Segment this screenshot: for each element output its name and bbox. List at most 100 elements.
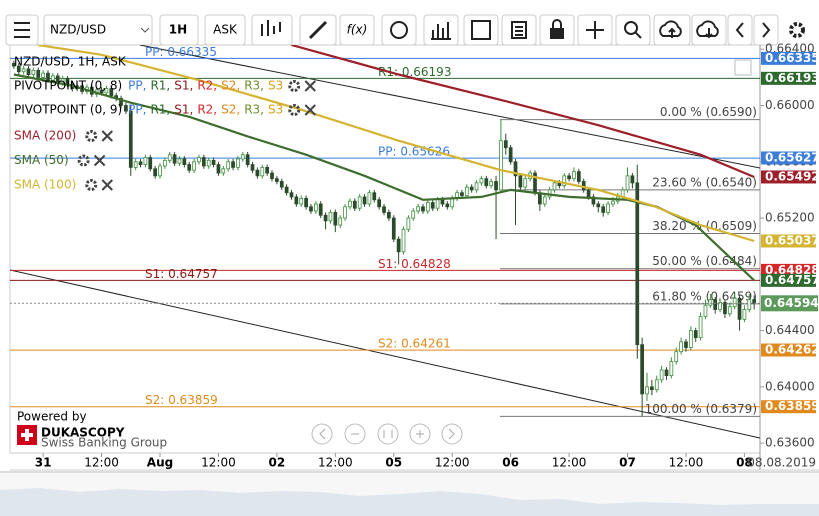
candle-body <box>572 171 576 180</box>
remove-icon[interactable] <box>101 130 113 142</box>
x-tick-label: 12:00 <box>84 456 119 470</box>
candle-body <box>333 212 338 226</box>
candle-body <box>645 386 649 395</box>
info-button[interactable] <box>381 14 417 46</box>
candle-body <box>163 159 167 167</box>
candle-body <box>304 197 308 208</box>
candle-body <box>635 182 640 346</box>
prev-button[interactable] <box>727 14 753 46</box>
chart-type-button[interactable] <box>251 14 293 46</box>
prev-icon <box>735 22 744 38</box>
indicator-legend: SMA (50) <box>14 153 69 167</box>
price-label-bg <box>761 71 816 85</box>
candle-body <box>503 140 508 149</box>
candle-body <box>382 206 386 213</box>
download-icon <box>696 20 719 39</box>
price-label-bg <box>761 170 816 184</box>
candle-body <box>177 158 182 164</box>
crosshair-icon <box>586 21 604 39</box>
settings-icon[interactable] <box>288 104 301 116</box>
candle-body <box>158 165 162 177</box>
candle-body <box>611 200 615 205</box>
price-label-bg <box>761 343 816 357</box>
sma-line <box>291 45 755 179</box>
navigator-area <box>0 488 819 516</box>
pivot-level-label: S2: 0.63859 <box>145 393 218 407</box>
candle-body <box>148 157 153 170</box>
price-label-bg <box>761 273 816 287</box>
candle-body <box>508 147 513 163</box>
remove-icon[interactable] <box>101 179 113 191</box>
candle-body <box>21 68 26 73</box>
nav-reset[interactable] <box>377 423 399 445</box>
settings-button[interactable] <box>789 22 805 38</box>
candle-body <box>36 69 41 78</box>
fib-level-label: 50.00 % (0.6484) <box>652 254 757 268</box>
y-tick-label: 0.63600 <box>765 436 815 450</box>
candle-body <box>275 178 279 182</box>
candle-body <box>187 164 192 171</box>
x-tick-label: 31 <box>35 456 52 470</box>
price-label: 0.65627 <box>765 150 819 164</box>
candle-body <box>167 154 172 161</box>
powered-by: Powered by <box>17 410 87 424</box>
x-tick-label: 08 <box>736 456 753 470</box>
next-button[interactable] <box>753 14 779 46</box>
settings-icon[interactable] <box>85 130 98 142</box>
pivot-level-label: S2: 0.64261 <box>378 337 451 351</box>
symbol: NZD/USD <box>50 23 106 37</box>
candle-body <box>752 299 757 304</box>
settings-icon[interactable] <box>85 179 98 191</box>
candle-body <box>567 175 571 180</box>
price-label: 0.66335 <box>765 51 819 65</box>
candle-body <box>236 158 240 168</box>
popout-button[interactable] <box>734 59 752 76</box>
price-label-bg <box>761 263 816 277</box>
candle-body <box>206 159 211 167</box>
candle-body <box>192 161 196 171</box>
candle-body <box>128 110 133 168</box>
candle-body <box>343 206 347 219</box>
candle-body <box>197 157 201 163</box>
pivot-legend-item: S2, <box>221 103 240 117</box>
remove-icon[interactable] <box>93 154 106 167</box>
remove-icon[interactable] <box>304 80 316 92</box>
candle-body <box>484 178 489 187</box>
volume-button[interactable] <box>423 14 459 46</box>
remove-icon[interactable] <box>304 104 316 116</box>
settings-icon[interactable] <box>288 80 301 92</box>
pivot-level-label: R1: 0.66193 <box>378 65 451 79</box>
period: 1H <box>169 23 187 37</box>
zoom-icon <box>624 21 638 35</box>
logo-cross <box>21 429 33 441</box>
toolbar: NZD/USD 1H ASK f(x) <box>5 14 805 46</box>
x-tick-label: 12:00 <box>669 456 704 470</box>
news-icon <box>511 21 527 39</box>
zoom-button[interactable] <box>615 14 651 46</box>
settings-icon[interactable] <box>77 154 90 167</box>
y-tick-label: 0.66000 <box>765 98 815 112</box>
candle-body <box>309 206 313 212</box>
candle-body <box>31 69 36 75</box>
calendar-button[interactable] <box>463 14 499 46</box>
nav-left[interactable] <box>311 423 333 445</box>
x-tick-label: 02 <box>269 456 286 470</box>
nav-right[interactable] <box>441 423 463 445</box>
candle-body <box>323 214 328 222</box>
candle-body <box>109 88 114 97</box>
upload-icon <box>659 20 682 38</box>
legend: NZD/USD, 1H, ASK PIVOTPOINT (0, 8) PP, R1,… <box>14 55 316 192</box>
candle-body <box>182 158 187 165</box>
navigator-handle[interactable] <box>0 471 819 473</box>
candle-body <box>650 386 654 391</box>
candle-body <box>703 304 708 317</box>
candle-body <box>654 379 659 391</box>
candle-body <box>460 192 464 196</box>
price-label: 0.66193 <box>765 71 819 85</box>
candle-body <box>523 178 528 188</box>
candle-body <box>401 228 406 253</box>
candle-body <box>50 75 55 81</box>
candle-body <box>201 157 206 167</box>
candle-body <box>435 199 440 209</box>
candle-body <box>16 65 21 73</box>
